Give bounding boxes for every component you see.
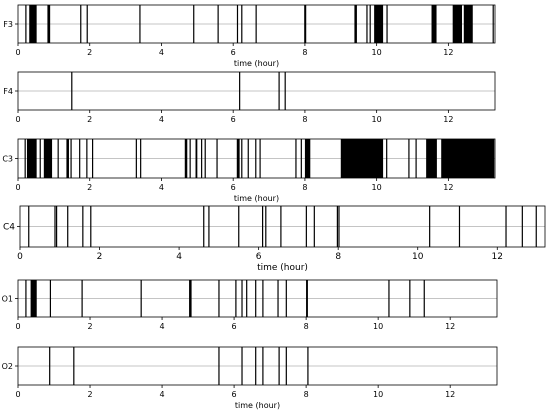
event-block — [47, 5, 50, 43]
event-block — [340, 139, 384, 178]
x-tick-label: 10 — [372, 115, 382, 124]
panel-c3: C3 0 2 4 6 8 10 12 time (hour) — [2, 138, 496, 203]
event-block — [66, 139, 69, 178]
event-block — [452, 5, 463, 43]
x-tick-label: 2 — [97, 252, 103, 262]
event-block — [354, 5, 357, 43]
x-tick-label: 6 — [231, 183, 236, 192]
x-tick-label: 0 — [15, 115, 20, 124]
x-axis-label: time (hour) — [234, 194, 279, 203]
x-tick-label: 0 — [17, 252, 23, 262]
x-tick-label: 4 — [160, 390, 165, 399]
y-tick-label: C4 — [3, 223, 15, 233]
event-block — [236, 139, 240, 178]
panel-c4: C4 0 2 4 6 8 10 12 time (hour) — [3, 205, 546, 273]
event-block — [374, 5, 384, 43]
x-tick-label: 10 — [373, 390, 383, 399]
y-tick-label: F3 — [3, 20, 13, 29]
x-tick-label: 2 — [87, 390, 92, 399]
x-tick-label: 10 — [412, 252, 424, 262]
panel-f4: F4 0 2 4 6 8 10 12 — [3, 71, 496, 124]
event-block — [43, 139, 53, 178]
event-block — [189, 280, 192, 317]
x-tick-label: 6 — [256, 252, 262, 262]
event-block — [463, 5, 473, 43]
event-block — [29, 5, 37, 43]
x-tick-label: 4 — [159, 183, 164, 192]
x-tick-label: 0 — [15, 48, 20, 57]
x-tick-label: 6 — [231, 48, 236, 57]
event-block — [195, 139, 198, 178]
event-block — [304, 139, 311, 178]
x-tick-label: 4 — [159, 48, 164, 57]
x-tick-label: 10 — [372, 48, 382, 57]
x-tick-label: 4 — [176, 252, 182, 262]
x-tick-label: 0 — [15, 390, 20, 399]
y-tick-label: C3 — [2, 155, 13, 164]
x-axis-label: time (hour) — [234, 59, 279, 68]
x-tick-label: 10 — [373, 322, 383, 331]
x-tick-label: 2 — [87, 183, 92, 192]
x-tick-label: 12 — [492, 252, 503, 262]
y-tick-label: O1 — [2, 295, 13, 304]
x-axis-label: time (hour) — [257, 263, 308, 273]
event-block — [184, 139, 188, 178]
panel-o2: O2 0 2 4 6 8 10 12 time (hour) — [2, 346, 498, 410]
y-tick-label: F4 — [3, 87, 13, 96]
x-tick-label: 12 — [443, 183, 453, 192]
x-tick-label: 0 — [15, 322, 20, 331]
x-tick-label: 12 — [443, 115, 453, 124]
x-tick-label: 4 — [159, 115, 164, 124]
event-block — [431, 5, 437, 43]
x-tick-label: 6 — [232, 390, 237, 399]
panel-f3: F3 0 2 4 6 8 10 12 time (hour) — [3, 4, 496, 68]
x-tick-label: 2 — [87, 48, 92, 57]
x-tick-label: 12 — [443, 48, 453, 57]
event-block — [304, 5, 306, 43]
event-block — [426, 139, 437, 178]
x-tick-label: 6 — [231, 115, 236, 124]
x-axis-label: time (hour) — [235, 401, 280, 410]
x-tick-label: 8 — [304, 390, 309, 399]
x-tick-label: 8 — [335, 252, 341, 262]
event-block — [30, 280, 37, 317]
x-tick-label: 12 — [445, 322, 455, 331]
y-tick-label: O2 — [2, 362, 13, 371]
event-block — [26, 139, 37, 178]
x-tick-label: 0 — [15, 183, 20, 192]
x-tick-label: 2 — [87, 115, 92, 124]
x-tick-label: 4 — [160, 322, 165, 331]
x-tick-label: 8 — [302, 48, 307, 57]
x-tick-label: 8 — [304, 322, 309, 331]
x-tick-label: 2 — [87, 322, 92, 331]
panel-o1: O1 0 2 4 6 8 10 12 — [2, 279, 498, 331]
x-tick-label: 10 — [372, 183, 382, 192]
event-block — [306, 280, 308, 317]
x-tick-label: 12 — [445, 390, 455, 399]
x-tick-label: 8 — [302, 183, 307, 192]
event-block — [441, 139, 495, 178]
x-tick-label: 8 — [302, 115, 307, 124]
x-tick-label: 6 — [232, 322, 237, 331]
